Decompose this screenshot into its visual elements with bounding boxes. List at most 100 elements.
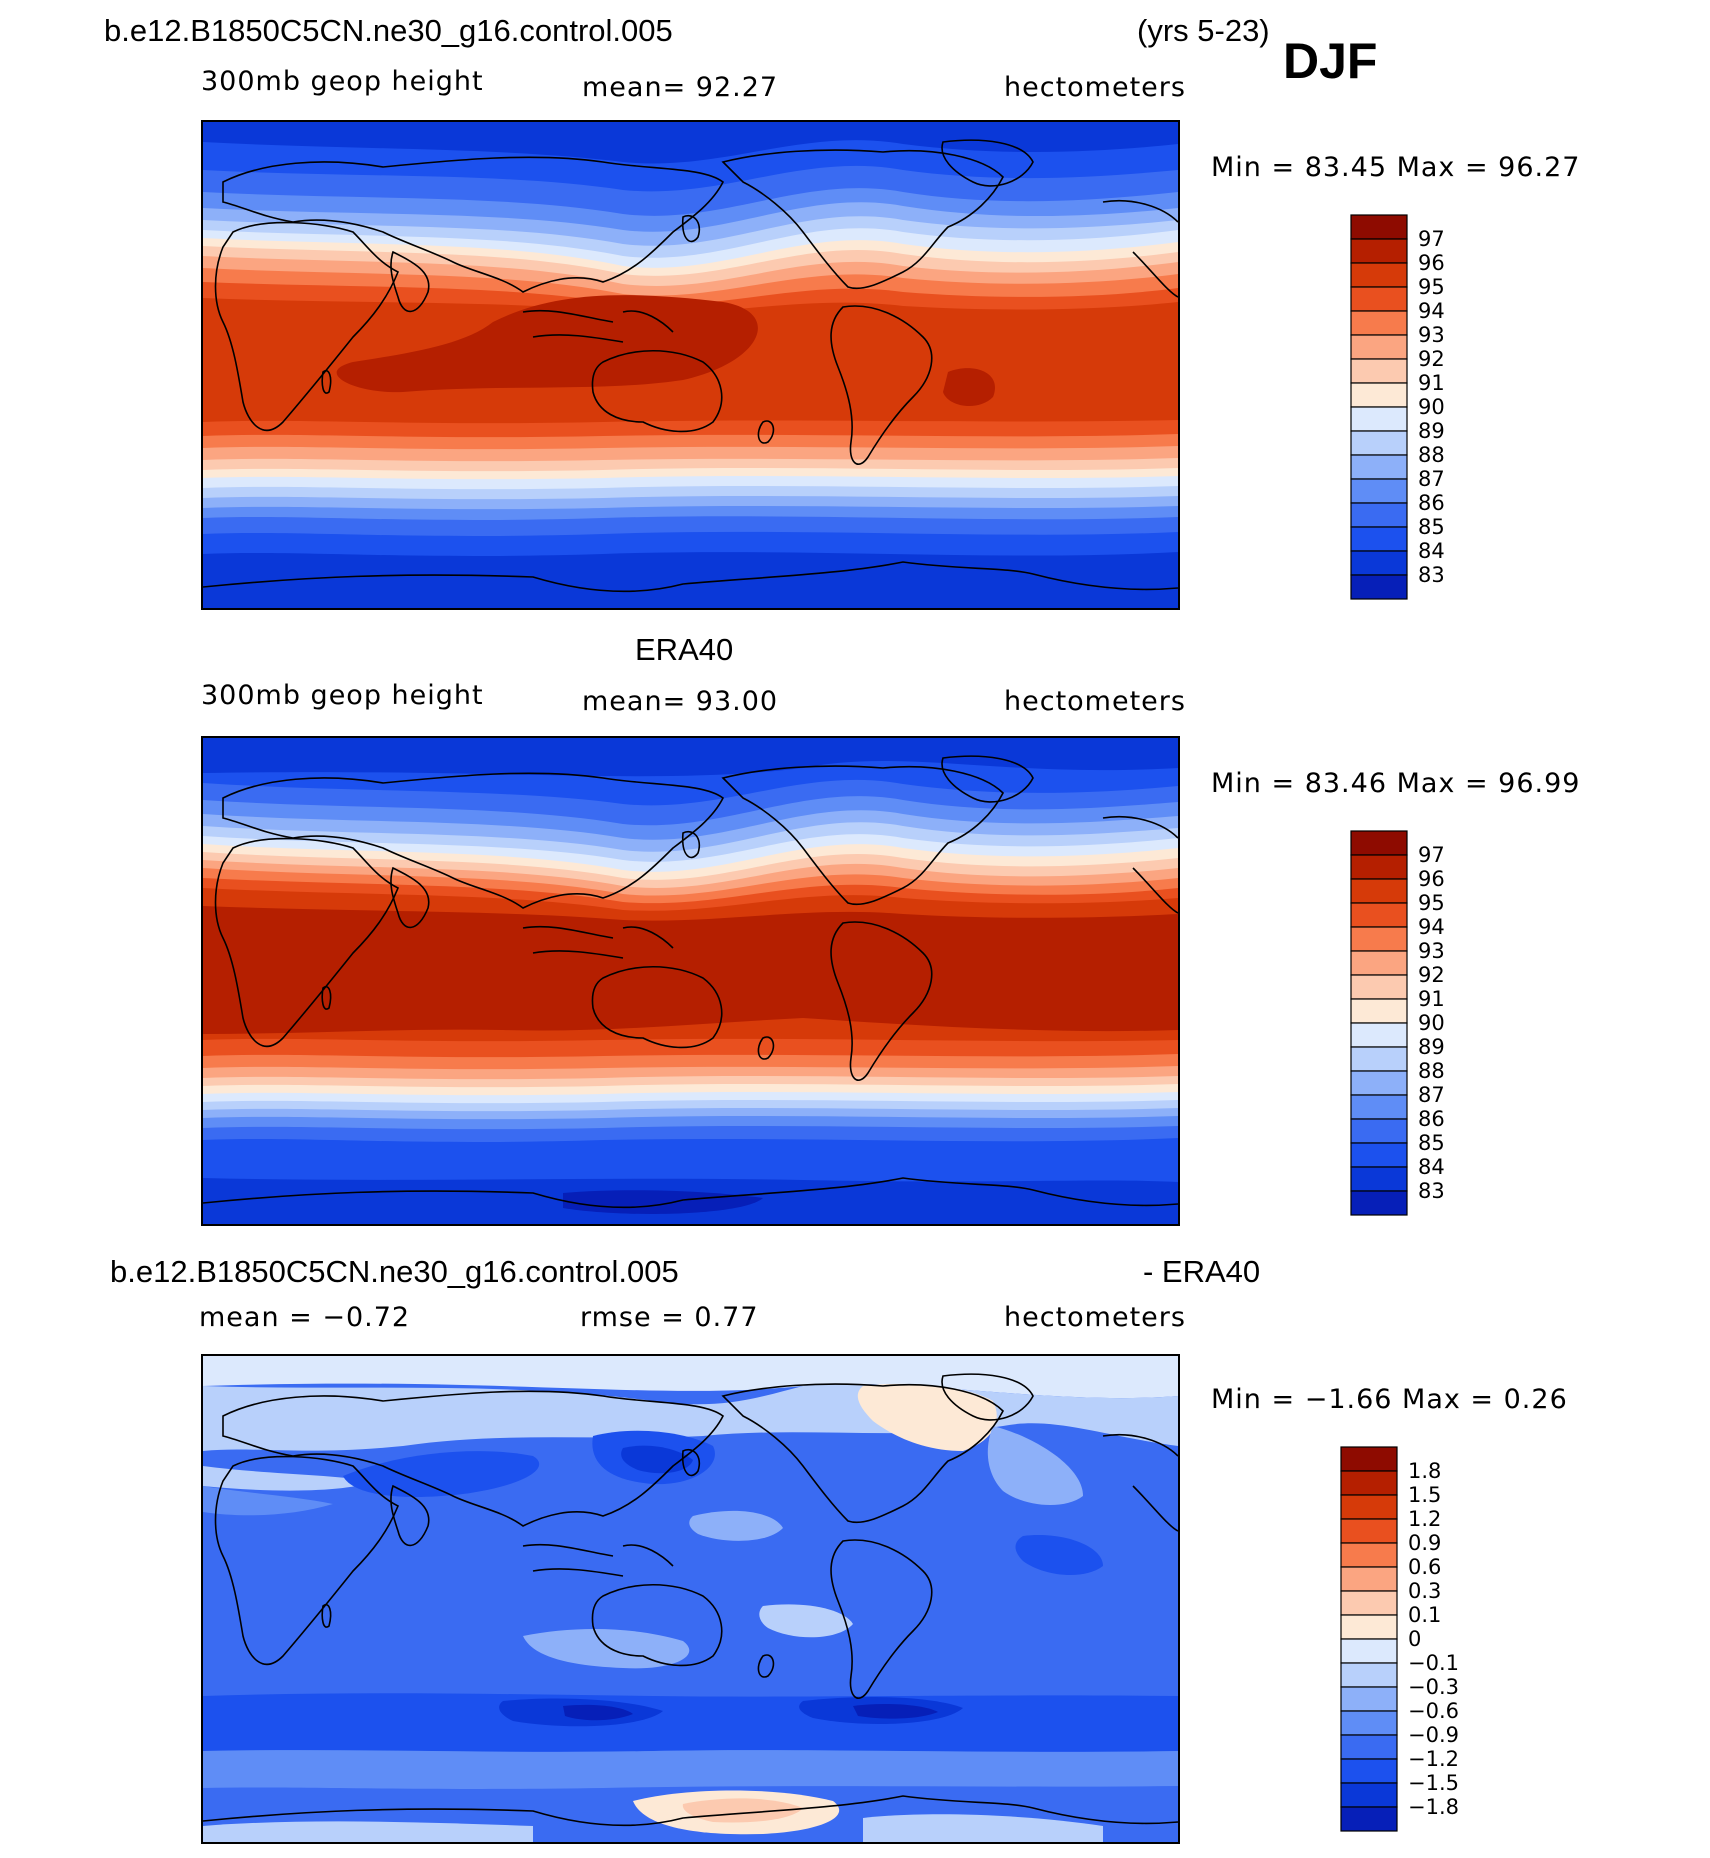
p2-coast-north-america xyxy=(721,765,1004,906)
p2-colorbar-label: 92 xyxy=(1418,963,1445,987)
p1-colorbar-swatch xyxy=(1350,430,1408,456)
p2-colorbar-swatch xyxy=(1350,926,1408,952)
p1-colorbar-swatch xyxy=(1350,526,1408,552)
p3-coast-australia xyxy=(591,1584,723,1667)
p2-colorbar-label: 91 xyxy=(1418,987,1445,1011)
p3-region xyxy=(857,1383,997,1451)
p1-coast-eurasia xyxy=(222,156,725,293)
p1-colorbar-label: 83 xyxy=(1418,563,1445,587)
p3-colorbar-label: 1.2 xyxy=(1408,1507,1441,1531)
p3-colorbar-label: −1.8 xyxy=(1408,1795,1459,1819)
p1-coast-south-america xyxy=(830,305,933,465)
p3-colorbar-swatch xyxy=(1340,1494,1398,1520)
p3-region xyxy=(759,1604,853,1638)
p2-colorbar-swatch xyxy=(1350,974,1408,1000)
p1-coast-europe-west xyxy=(1102,199,1178,298)
p3-colorbar-swatch xyxy=(1340,1542,1398,1568)
p2-core xyxy=(203,906,1178,1034)
p2-minmax-label: Min = 83.46 Max = 96.99 xyxy=(1211,768,1581,799)
years-label: (yrs 5-23) xyxy=(1137,13,1270,48)
p1-colorbar-swatch xyxy=(1350,214,1408,240)
p3-mean-label: mean = −0.72 xyxy=(199,1302,411,1333)
p2-coast-nz xyxy=(757,1036,775,1060)
p1-colorbar-swatch xyxy=(1350,502,1408,528)
p3-coast-indonesia xyxy=(522,1543,674,1577)
p1-colorbar-swatch xyxy=(1350,382,1408,408)
p3-region xyxy=(987,1426,1083,1506)
season-label: DJF xyxy=(1283,33,1378,89)
p1-colorbar-label: 93 xyxy=(1418,323,1445,347)
p2-bands xyxy=(203,738,1178,1224)
p1-colorbar-swatch xyxy=(1350,574,1408,600)
p3-colorbar-label: −0.9 xyxy=(1408,1723,1459,1747)
p2-colorbar-swatch xyxy=(1350,1142,1408,1168)
p2-colorbar-label: 84 xyxy=(1418,1155,1445,1179)
p2-colorbar: 97 96 95 94 93 92 91 90 89 88 87 86 85 84 83 xyxy=(1350,830,1445,1216)
p3-colorbar-swatch xyxy=(1340,1710,1398,1736)
p2-colorbar-label: 88 xyxy=(1418,1059,1445,1083)
p3-region xyxy=(203,1750,1178,1789)
p1-colorbar-swatch xyxy=(1350,454,1408,480)
p1-bands xyxy=(203,140,1178,556)
p1-colorbar-label: 92 xyxy=(1418,347,1445,371)
p3-colorbar-swatch xyxy=(1340,1590,1398,1616)
p3-colorbar-label: −0.1 xyxy=(1408,1651,1459,1675)
p1-core xyxy=(943,368,995,407)
p2-colorbar-swatch xyxy=(1350,830,1408,856)
p1-colorbar-label: 91 xyxy=(1418,371,1445,395)
p3-colorbar-label: 0.3 xyxy=(1408,1579,1441,1603)
p3-units-label: hectometers xyxy=(1004,1302,1186,1333)
p3-colorbar-swatch xyxy=(1340,1638,1398,1664)
p2-title: ERA40 xyxy=(635,632,734,667)
p1-colorbar-swatch xyxy=(1350,478,1408,504)
p3-colorbar: 1.8 1.5 1.2 0.9 0.6 0.3 0.1 0 −0.1 −0.3 −0.6 −0.9 −1… xyxy=(1340,1446,1459,1832)
p2-map xyxy=(201,736,1180,1226)
p2-field-label: 300mb geop height xyxy=(201,680,484,711)
p2-coast-madagascar xyxy=(321,986,332,1010)
p2-map-svg xyxy=(203,738,1178,1224)
p3-colorbar-label: 0.6 xyxy=(1408,1555,1441,1579)
p1-colorbar-label: 86 xyxy=(1418,491,1445,515)
p3-rmse-label: rmse = 0.77 xyxy=(580,1302,759,1333)
p1-coast-greenland xyxy=(941,139,1034,187)
p3-title-right: - ERA40 xyxy=(1143,1254,1261,1289)
p2-coast-south-america xyxy=(830,921,933,1081)
p3-regions xyxy=(203,1356,1178,1842)
p2-colorbar-swatch xyxy=(1350,1166,1408,1192)
p3-region xyxy=(863,1814,1103,1842)
p1-colorbar-swatch xyxy=(1350,310,1408,336)
p1-minmax-label: Min = 83.45 Max = 96.27 xyxy=(1211,152,1581,183)
p3-minmax-label: Min = −1.66 Max = 0.26 xyxy=(1211,1384,1568,1415)
p1-colorbar-swatch xyxy=(1350,238,1408,264)
p3-coast-antarctica xyxy=(203,1795,1178,1827)
p3-colorbar-swatch xyxy=(1340,1518,1398,1544)
p3-region xyxy=(853,1704,938,1719)
p1-colorbar-label: 97 xyxy=(1418,227,1445,251)
p3-coast-india xyxy=(390,1484,430,1547)
p2-core-south xyxy=(563,1190,763,1214)
p3-colorbar-label: −0.6 xyxy=(1408,1699,1459,1723)
p1-colorbar-swatch xyxy=(1350,286,1408,312)
p3-map-svg xyxy=(203,1356,1178,1842)
p2-colorbar-swatch xyxy=(1350,1022,1408,1048)
p1-coast-north-america xyxy=(721,149,1004,290)
p3-colorbar-swatch xyxy=(1340,1446,1398,1472)
p1-colorbar-label: 85 xyxy=(1418,515,1445,539)
p3-colorbar-label: 0.1 xyxy=(1408,1603,1441,1627)
p2-units-label: hectometers xyxy=(1004,686,1186,717)
p1-map xyxy=(201,120,1180,610)
p2-coastlines xyxy=(203,755,1178,1209)
p3-coast-madagascar xyxy=(321,1604,332,1628)
p2-colorbar-swatch xyxy=(1350,854,1408,880)
p2-coast-japan xyxy=(681,831,701,859)
p2-colorbar-label: 89 xyxy=(1418,1035,1445,1059)
p3-colorbar-label: 1.8 xyxy=(1408,1459,1441,1483)
p3-colorbar-swatch xyxy=(1340,1806,1398,1832)
p2-colorbar-label: 94 xyxy=(1418,915,1445,939)
p3-colorbar-swatch xyxy=(1340,1758,1398,1784)
p1-colorbar-label: 90 xyxy=(1418,395,1445,419)
p3-region xyxy=(621,1445,693,1474)
p2-colorbar-label: 90 xyxy=(1418,1011,1445,1035)
p1-colorbar-label: 88 xyxy=(1418,443,1445,467)
